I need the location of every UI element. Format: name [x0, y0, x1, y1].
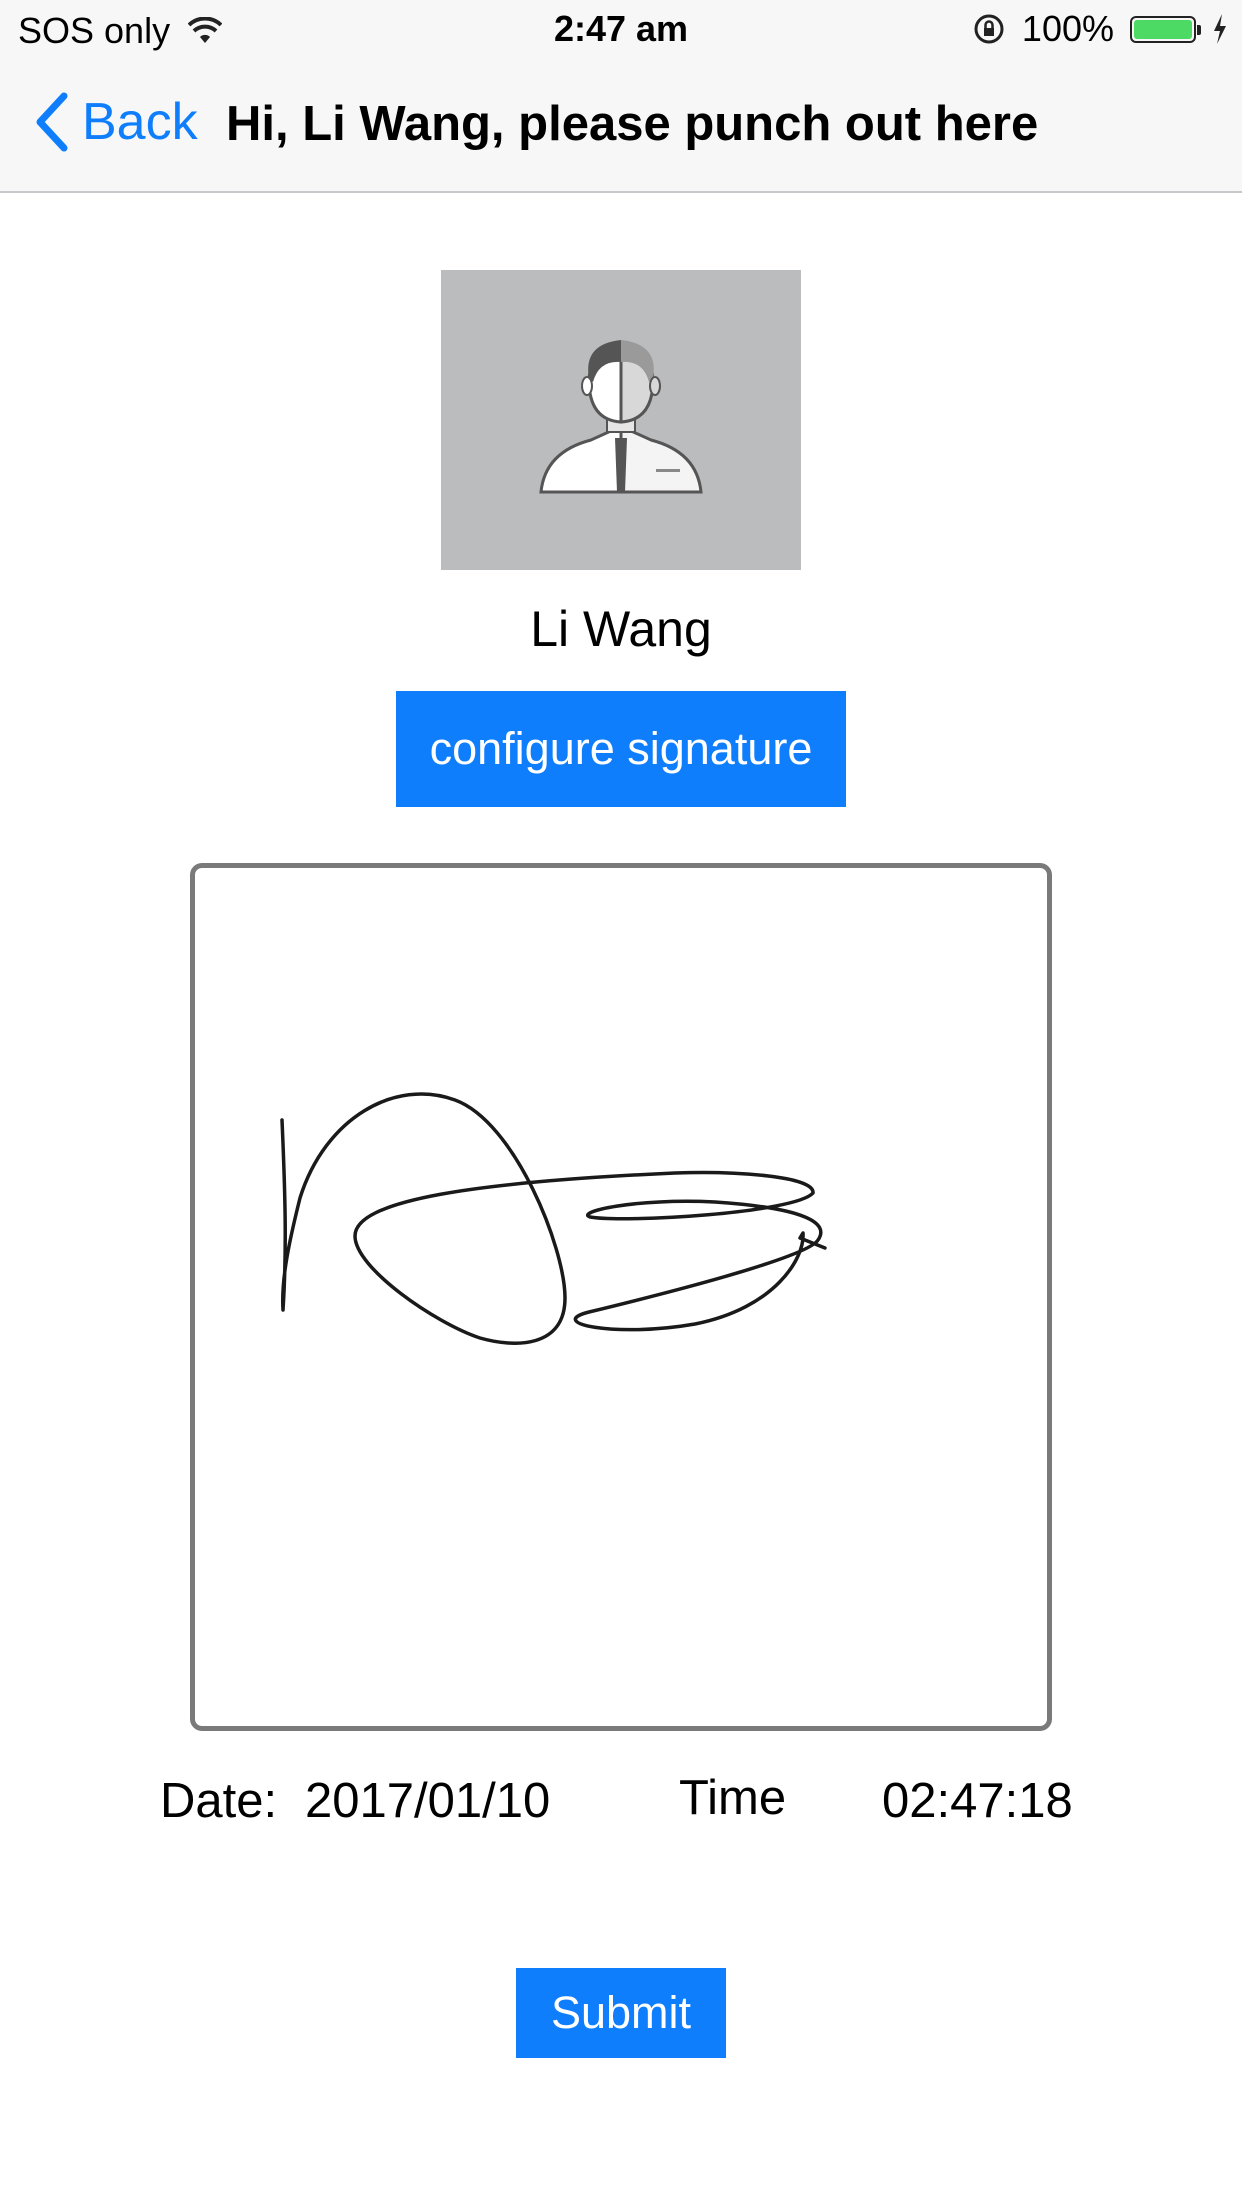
time-value: 02:47:18: [882, 1774, 1073, 1828]
user-avatar-icon: [539, 340, 703, 494]
chevron-left-icon: [36, 92, 68, 152]
signature-pad[interactable]: [190, 863, 1052, 1731]
user-name: Li Wang: [530, 601, 712, 657]
date-label: Date:: [160, 1774, 278, 1828]
configure-signature-button[interactable]: configure signature: [396, 691, 846, 807]
battery-percent: 100%: [1021, 8, 1114, 49]
battery-fill: [1134, 19, 1192, 39]
status-right: 100%: [972, 8, 1228, 50]
battery-icon: [1130, 15, 1201, 43]
status-time: 2:47 am: [553, 8, 689, 49]
date-value: 2017/01/10: [305, 1774, 551, 1828]
back-label: Back: [82, 93, 198, 151]
wifi-icon: [188, 17, 223, 43]
carrier-text: SOS only: [18, 10, 171, 51]
orientation-lock-icon: [974, 14, 1004, 44]
time-label: Time: [679, 1771, 787, 1825]
submit-button[interactable]: Submit: [516, 1968, 726, 2058]
back-button[interactable]: Back: [34, 92, 198, 152]
signature-drawing: [280, 1092, 827, 1345]
avatar: [441, 270, 801, 570]
status-left: SOS only: [18, 10, 223, 52]
page-title: Hi, Li Wang, please punch out here: [226, 97, 1039, 151]
bolt-icon: [1214, 14, 1226, 44]
top-bar: SOS only 2:47 am 100% Back Hi, Li Wang, …: [0, 0, 1242, 193]
